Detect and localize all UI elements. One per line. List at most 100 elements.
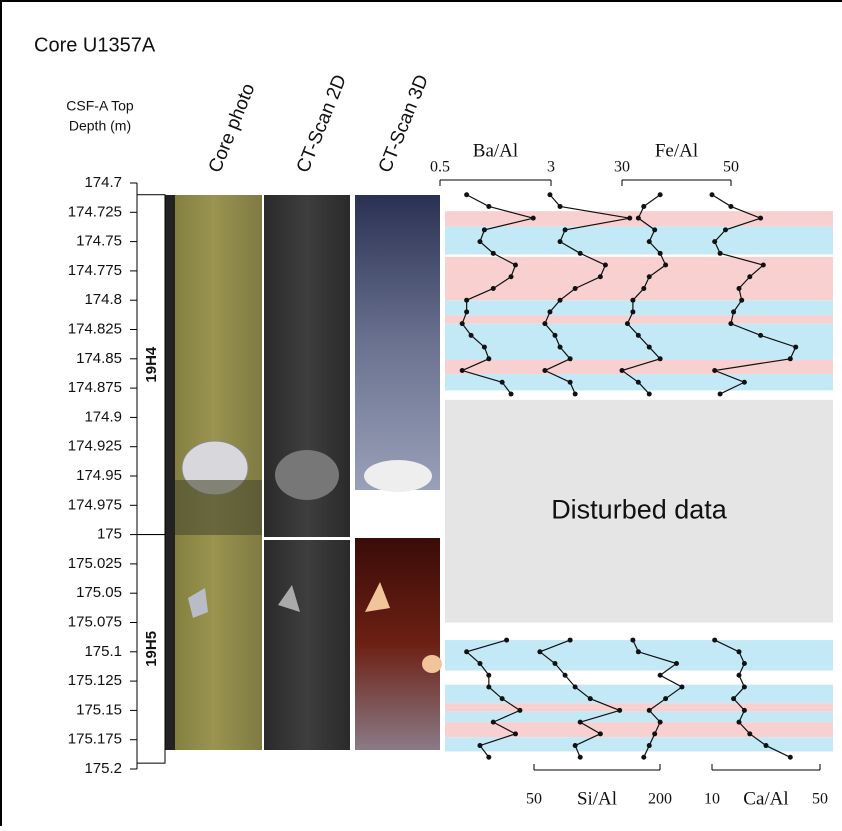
- data-point: [573, 286, 578, 291]
- data-point: [764, 743, 769, 748]
- data-point: [758, 216, 763, 221]
- data-point: [742, 708, 747, 713]
- data-point: [537, 649, 542, 654]
- data-point: [737, 286, 742, 291]
- data-point: [758, 333, 763, 338]
- data-point: [641, 286, 646, 291]
- y-tick-label: 174.775: [68, 262, 122, 279]
- core-images: [165, 195, 442, 750]
- y-tick-label: 174.8: [84, 291, 122, 308]
- data-point: [482, 345, 487, 350]
- data-point: [731, 309, 736, 314]
- clast: [275, 450, 339, 500]
- data-point: [547, 192, 552, 197]
- y-label: CSF-A Top: [66, 98, 134, 114]
- data-point: [531, 216, 536, 221]
- data-point: [647, 239, 652, 244]
- data-point: [578, 755, 583, 760]
- y-tick-label: 174.725: [68, 203, 122, 220]
- y-tick-label: 175.1: [84, 643, 122, 660]
- ct3d: [355, 538, 440, 750]
- data-point: [742, 661, 747, 666]
- title: Core U1357A: [34, 34, 156, 56]
- data-point: [728, 321, 733, 326]
- data-point: [652, 227, 657, 232]
- data-point: [647, 743, 652, 748]
- x-tick-label: 200: [648, 791, 672, 808]
- data-point: [737, 720, 742, 725]
- y-tick-label: 174.875: [68, 379, 122, 396]
- data-point: [464, 298, 469, 303]
- column-header: CT-Scan 3D: [375, 72, 433, 176]
- data-point: [620, 368, 625, 373]
- interval-band: [445, 324, 833, 360]
- x-tick-label: 3: [547, 159, 555, 176]
- ct2d: [264, 540, 350, 750]
- scale-ruler: [165, 195, 175, 750]
- data-point: [630, 298, 635, 303]
- data-point: [742, 684, 747, 689]
- data-point: [500, 696, 505, 701]
- data-point: [578, 720, 583, 725]
- data-point: [712, 239, 717, 244]
- y-tick-label: 174.975: [68, 496, 122, 513]
- data-point: [464, 192, 469, 197]
- data-point: [788, 356, 793, 361]
- interval-band: [445, 703, 833, 711]
- data-point: [500, 380, 505, 385]
- column-header: CT-Scan 2D: [293, 72, 351, 176]
- data-point: [460, 368, 465, 373]
- data-point: [739, 298, 744, 303]
- data-point: [647, 345, 652, 350]
- y-tick-label: 175.15: [76, 701, 122, 718]
- interval-band: [445, 226, 833, 254]
- data-point: [568, 380, 573, 385]
- data-point: [641, 204, 646, 209]
- x-tick-label: 50: [723, 159, 739, 176]
- data-point: [504, 638, 509, 643]
- data-point: [568, 638, 573, 643]
- data-point: [625, 321, 630, 326]
- data-point: [547, 309, 552, 314]
- data-point: [641, 755, 646, 760]
- data-point: [477, 743, 482, 748]
- dark-layer: [175, 480, 262, 535]
- data-point: [636, 216, 641, 221]
- interval-band: [445, 360, 833, 374]
- data-point: [486, 755, 491, 760]
- axis-name: Si/Al: [577, 788, 617, 809]
- data-point: [578, 251, 583, 256]
- data-point: [737, 673, 742, 678]
- data-point: [588, 696, 593, 701]
- data-point: [464, 309, 469, 314]
- data-point: [542, 321, 547, 326]
- data-point: [731, 696, 736, 701]
- data-point: [718, 391, 723, 396]
- data-point: [558, 345, 563, 350]
- data-point: [652, 731, 657, 736]
- data-point: [558, 298, 563, 303]
- axis-name: Fe/Al: [655, 140, 698, 161]
- data-point: [761, 263, 766, 268]
- data-point: [486, 673, 491, 678]
- section-label: 19H4: [143, 346, 160, 383]
- data-point: [658, 673, 663, 678]
- data-point: [573, 391, 578, 396]
- data-point: [486, 356, 491, 361]
- data-point: [469, 333, 474, 338]
- data-point: [636, 649, 641, 654]
- y-tick-label: 175.05: [76, 584, 122, 601]
- data-point: [710, 192, 715, 197]
- data-point: [563, 227, 568, 232]
- y-tick-label: 174.85: [76, 350, 122, 367]
- page: {"chart_data":{"type":"line","title":"Co…: [0, 0, 842, 831]
- interval-band: [445, 722, 833, 737]
- data-point: [747, 274, 752, 279]
- data-point: [464, 649, 469, 654]
- data-point: [636, 333, 641, 338]
- data-point: [477, 661, 482, 666]
- y-tick-label: 175.075: [68, 613, 122, 630]
- data-point: [658, 192, 663, 197]
- data-point: [509, 391, 514, 396]
- data-point: [460, 321, 465, 326]
